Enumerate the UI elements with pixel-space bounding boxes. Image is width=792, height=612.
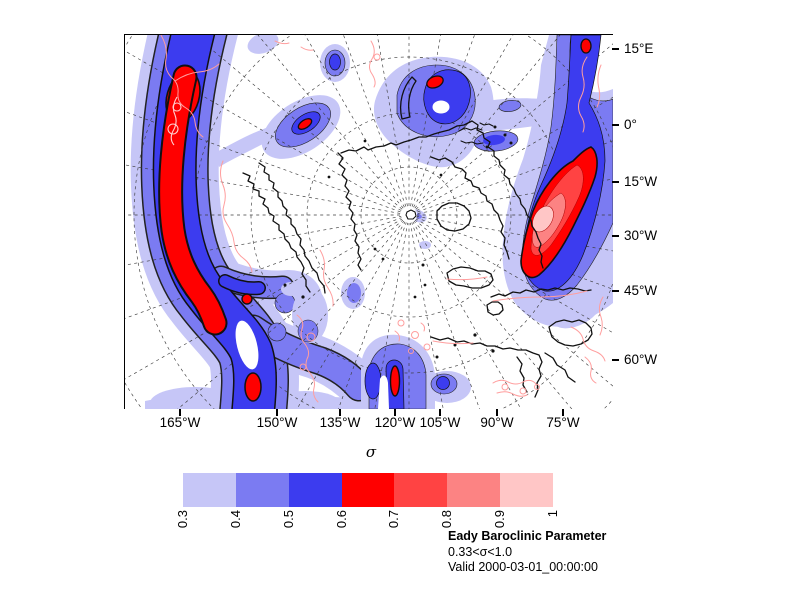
colorbar-tick-label: 1	[545, 510, 560, 518]
colorbar	[183, 473, 554, 507]
caption-valid-time: Valid 2000-03-01_00:00:00	[448, 560, 598, 574]
colorbar-segment	[447, 473, 501, 507]
colorbar-tick-label: 0.9	[492, 510, 507, 529]
x-tick	[179, 409, 181, 416]
y-tick-label: 15°E	[624, 41, 654, 56]
colorbar-tick-label: 0.6	[334, 510, 349, 529]
pale-coast-over-red	[167, 96, 182, 146]
x-tick	[394, 409, 396, 416]
y-tick	[612, 290, 619, 292]
colorbar-tick-label: 0.5	[281, 510, 296, 529]
x-tick-label: 90°W	[480, 415, 514, 430]
atlantic-core	[520, 35, 606, 292]
colorbar-segment	[500, 473, 554, 507]
contour-map	[125, 35, 613, 409]
y-tick-label: 30°W	[624, 228, 658, 243]
y-tick-label: 45°W	[624, 283, 658, 298]
y-tick-label: 60°W	[624, 352, 658, 367]
colorbar-tick-label: 0.8	[439, 510, 454, 529]
x-tick-label: 105°W	[419, 415, 461, 430]
y-tick-label: 15°W	[624, 174, 658, 189]
x-tick	[439, 409, 441, 416]
y-tick	[612, 235, 619, 237]
x-tick-label: 135°W	[319, 415, 361, 430]
pacific-core	[152, 35, 277, 409]
colorbar-segment	[341, 473, 395, 507]
x-tick	[496, 409, 498, 416]
x-tick-label: 120°W	[374, 415, 416, 430]
x-tick-label: 75°W	[546, 415, 580, 430]
y-tick-label: 0°	[624, 117, 637, 132]
colorbar-segment	[394, 473, 448, 507]
x-tick	[562, 409, 564, 416]
coastlines-black	[242, 76, 593, 398]
y-tick	[612, 181, 619, 183]
colorbar-segment	[183, 473, 236, 507]
x-tick-label: 150°W	[256, 415, 298, 430]
pole-clear	[401, 207, 417, 223]
colorbar-tick-label: 0.4	[228, 510, 243, 529]
x-axis-title: σ	[365, 443, 377, 461]
map-plot	[124, 34, 613, 409]
x-tick-label: 165°W	[159, 415, 201, 430]
colorbar-tick-label: 0.3	[175, 510, 190, 529]
bottom-centre-core	[364, 359, 450, 409]
y-tick	[612, 359, 619, 361]
island-dots	[283, 125, 513, 359]
caption-range: 0.33<σ<1.0	[448, 544, 513, 559]
contour-fill-dark-red	[152, 35, 606, 409]
x-tick	[339, 409, 341, 416]
y-tick	[612, 48, 619, 50]
colorbar-segment	[288, 473, 342, 507]
caption-block: Eady Baroclinic Parameter 0.33<σ<1.0 Val…	[448, 529, 606, 576]
colorbar-tick-label: 0.7	[386, 510, 401, 529]
coastlines-pink	[160, 35, 606, 403]
caption-title: Eady Baroclinic Parameter	[448, 529, 607, 543]
colorbar-segment	[235, 473, 289, 507]
x-tick	[276, 409, 278, 416]
y-tick	[612, 124, 619, 126]
